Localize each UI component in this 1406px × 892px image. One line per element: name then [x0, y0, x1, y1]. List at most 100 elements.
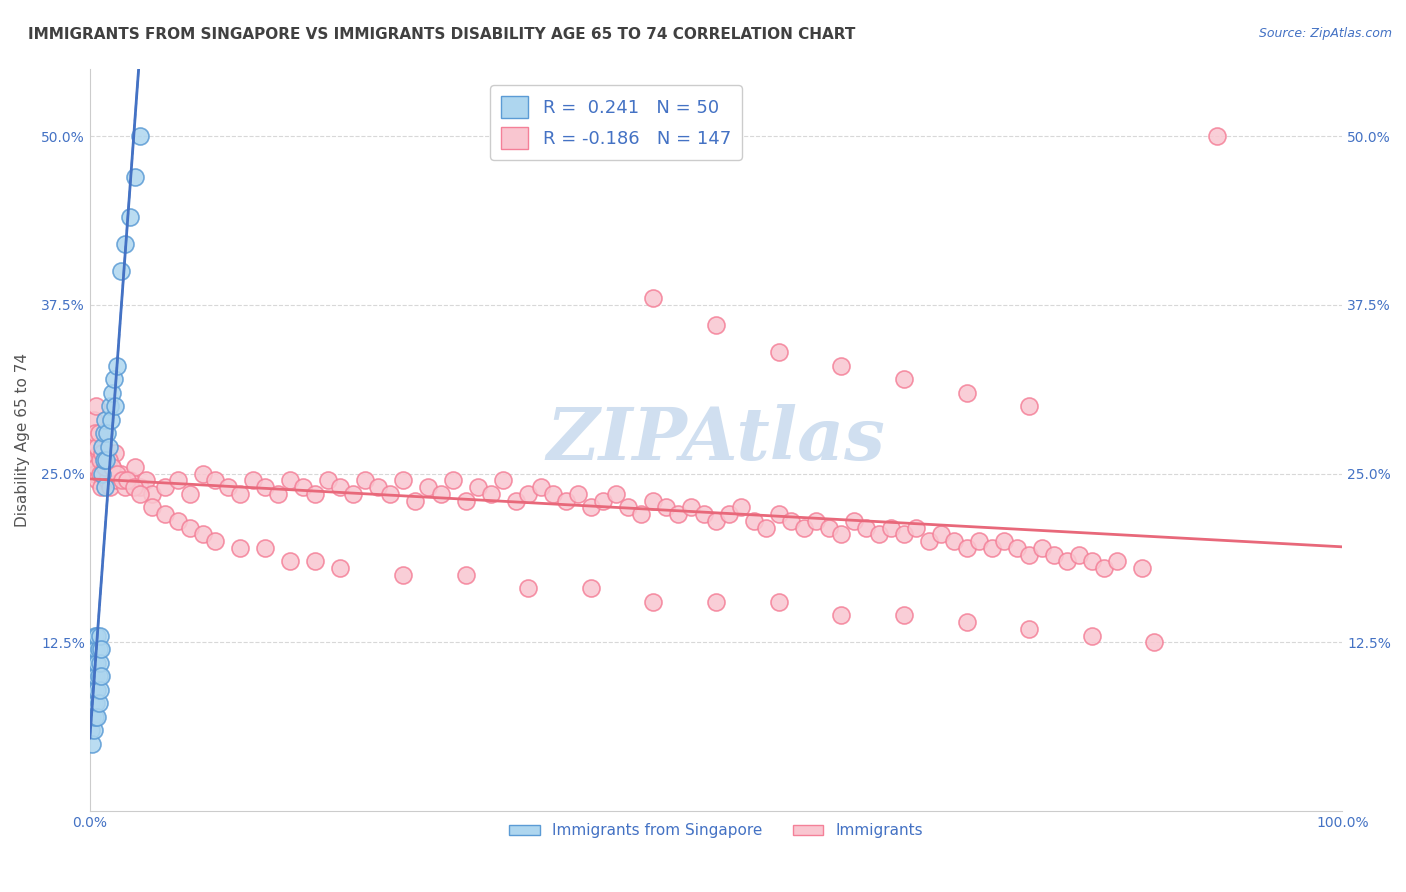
- Point: [94, 412, 117, 426]
- Point: [94, 459, 117, 474]
- Point: [104, 399, 127, 413]
- Point: [94, 480, 117, 494]
- Point: [83, 669, 105, 683]
- Text: Source: ZipAtlas.com: Source: ZipAtlas.com: [1258, 27, 1392, 40]
- Point: [96, 426, 118, 441]
- Point: [655, 500, 678, 515]
- Point: [141, 500, 163, 515]
- Point: [579, 500, 602, 515]
- Point: [93, 453, 115, 467]
- Point: [1130, 561, 1153, 575]
- Point: [101, 385, 124, 400]
- Point: [90, 642, 112, 657]
- Point: [105, 474, 128, 488]
- Point: [111, 474, 134, 488]
- Point: [780, 514, 803, 528]
- Point: [103, 372, 125, 386]
- Point: [82, 737, 104, 751]
- Point: [90, 480, 112, 494]
- Point: [893, 608, 915, 623]
- Point: [87, 642, 110, 657]
- Point: [141, 487, 163, 501]
- Point: [392, 567, 415, 582]
- Point: [105, 467, 128, 481]
- Point: [96, 474, 118, 488]
- Point: [204, 534, 226, 549]
- Point: [110, 264, 132, 278]
- Point: [316, 474, 339, 488]
- Point: [89, 467, 111, 481]
- Point: [82, 682, 104, 697]
- Point: [91, 453, 114, 467]
- Point: [124, 459, 146, 474]
- Point: [82, 656, 104, 670]
- Point: [87, 446, 110, 460]
- Point: [931, 527, 953, 541]
- Point: [830, 359, 852, 373]
- Point: [89, 453, 111, 467]
- Point: [83, 709, 105, 723]
- Point: [1018, 622, 1040, 636]
- Point: [304, 487, 326, 501]
- Point: [329, 561, 352, 575]
- Point: [579, 582, 602, 596]
- Point: [101, 459, 124, 474]
- Point: [80, 669, 103, 683]
- Text: ZIPAtlas: ZIPAtlas: [547, 404, 886, 475]
- Point: [86, 474, 108, 488]
- Point: [354, 474, 377, 488]
- Point: [278, 474, 301, 488]
- Point: [768, 595, 790, 609]
- Point: [98, 399, 121, 413]
- Point: [89, 629, 111, 643]
- Point: [517, 487, 540, 501]
- Point: [1105, 554, 1128, 568]
- Point: [90, 669, 112, 683]
- Point: [1206, 129, 1229, 144]
- Point: [830, 608, 852, 623]
- Point: [855, 521, 877, 535]
- Point: [630, 507, 652, 521]
- Point: [793, 521, 815, 535]
- Point: [342, 487, 364, 501]
- Point: [980, 541, 1002, 555]
- Point: [505, 493, 527, 508]
- Point: [129, 129, 152, 144]
- Point: [114, 237, 136, 252]
- Point: [100, 412, 122, 426]
- Point: [830, 527, 852, 541]
- Point: [191, 467, 214, 481]
- Point: [122, 480, 145, 494]
- Point: [454, 567, 477, 582]
- Point: [617, 500, 640, 515]
- Point: [104, 446, 127, 460]
- Point: [242, 474, 264, 488]
- Point: [755, 521, 778, 535]
- Point: [643, 291, 665, 305]
- Point: [993, 534, 1015, 549]
- Point: [1031, 541, 1053, 555]
- Point: [704, 595, 727, 609]
- Point: [806, 514, 828, 528]
- Point: [135, 474, 157, 488]
- Point: [91, 440, 114, 454]
- Point: [83, 426, 105, 441]
- Point: [517, 582, 540, 596]
- Point: [1056, 554, 1078, 568]
- Point: [1018, 548, 1040, 562]
- Point: [179, 521, 201, 535]
- Point: [83, 696, 105, 710]
- Point: [94, 459, 117, 474]
- Point: [84, 696, 107, 710]
- Point: [153, 507, 176, 521]
- Point: [86, 656, 108, 670]
- Point: [83, 723, 105, 738]
- Point: [817, 521, 839, 535]
- Point: [84, 399, 107, 413]
- Point: [704, 514, 727, 528]
- Point: [955, 615, 977, 629]
- Point: [467, 480, 489, 494]
- Point: [967, 534, 990, 549]
- Point: [129, 487, 152, 501]
- Point: [97, 440, 120, 454]
